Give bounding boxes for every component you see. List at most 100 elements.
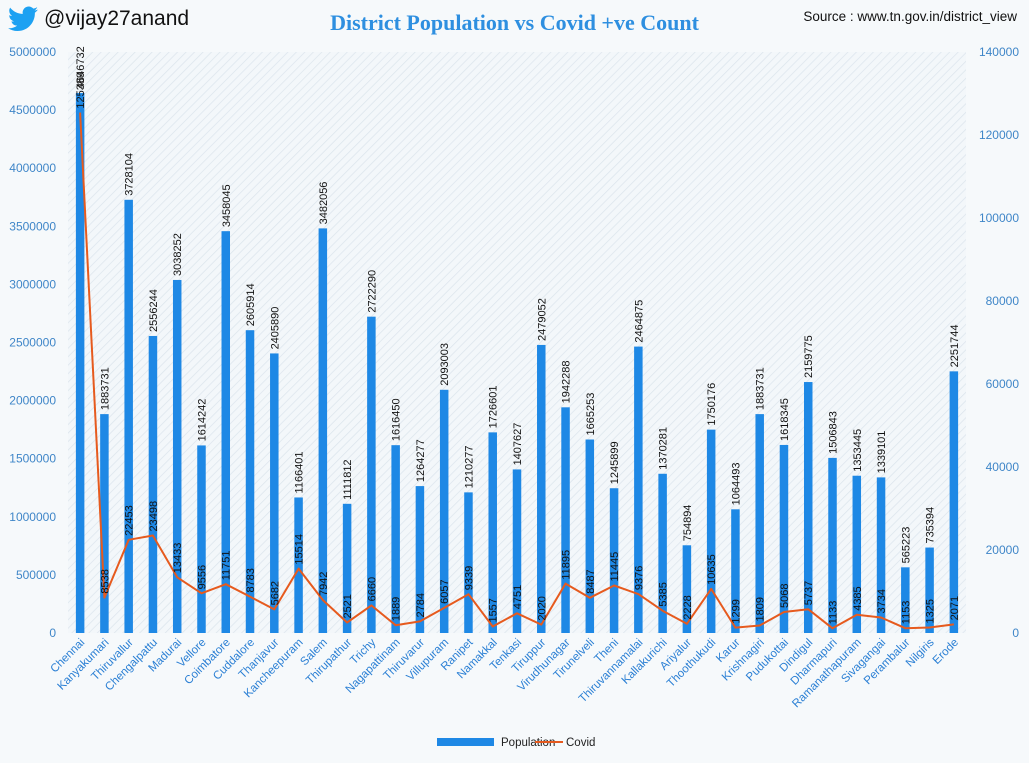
population-bar [731, 509, 740, 633]
population-value-label: 1614242 [196, 399, 208, 442]
x-tick-label: Erode [931, 637, 961, 667]
population-value-label: 3038252 [172, 233, 184, 276]
population-bar [294, 497, 303, 633]
population-value-label: 1111812 [342, 459, 354, 499]
population-bar [221, 231, 231, 633]
covid-value-label: 8487 [585, 569, 597, 593]
population-value-label: 2479052 [536, 298, 548, 341]
population-value-label: 1064493 [730, 462, 742, 505]
legend-population-label: Population [501, 737, 555, 749]
population-value-label: 735394 [925, 507, 937, 544]
population-bar [561, 407, 570, 633]
left-tick-label: 3500000 [9, 219, 56, 233]
covid-value-label: 1809 [755, 597, 767, 621]
source-note: Source : www.tn.gov.in/district_view [803, 9, 1017, 24]
population-bar [658, 473, 667, 633]
chart-title: District Population vs Covid +ve Count [330, 10, 699, 35]
covid-value-label: 11751 [221, 550, 233, 580]
population-value-label: 2405890 [269, 307, 281, 350]
legend-covid-label: Covid [566, 737, 595, 749]
handle-text: @vijay27anand [44, 7, 190, 30]
population-value-label: 1210277 [463, 446, 475, 489]
population-bar [682, 545, 692, 633]
right-tick-label: 40000 [986, 460, 1020, 474]
legend-population-swatch [437, 738, 494, 746]
covid-value-label: 3734 [876, 589, 888, 613]
population-value-label: 1726601 [488, 386, 500, 429]
population-value-label: 2605914 [245, 283, 257, 326]
population-bar [391, 445, 400, 633]
covid-value-label: 2228 [682, 595, 694, 619]
right-tick-label: 80000 [986, 294, 1020, 308]
population-value-label: 1407627 [512, 423, 524, 466]
population-value-label: 754894 [682, 505, 694, 542]
covid-value-label: 11895 [561, 550, 573, 580]
population-bar [464, 492, 473, 633]
covid-labels: 125389 8538 22453 23498 13433 9556 11751 8783 56… [75, 72, 961, 624]
covid-value-label: 10635 [706, 554, 718, 585]
population-value-label: 565223 [900, 527, 912, 564]
left-tick-label: 1500000 [9, 452, 56, 466]
population-value-label: 2093003 [439, 343, 451, 386]
covid-value-label: 1325 [925, 599, 937, 623]
population-value-label: 1883731 [99, 367, 111, 410]
population-value-label: 2159775 [803, 335, 815, 378]
population-value-label: 1166401 [294, 451, 306, 493]
population-value-label: 1370281 [658, 427, 670, 470]
covid-value-label: 6057 [439, 579, 451, 603]
covid-value-label: 1153 [900, 601, 912, 625]
covid-value-label: 8538 [99, 569, 111, 593]
covid-value-label: 1557 [488, 598, 500, 622]
population-value-label: 2722290 [366, 270, 378, 313]
covid-value-label: 9376 [633, 566, 645, 590]
covid-value-label: 2071 [949, 596, 961, 620]
population-value-label: 1339101 [876, 431, 888, 474]
left-tick-label: 2500000 [9, 336, 56, 350]
covid-value-label: 2521 [342, 594, 354, 618]
population-bars [75, 93, 959, 634]
population-bar [755, 414, 764, 633]
covid-line [79, 112, 955, 630]
right-tick-label: 140000 [979, 45, 1019, 59]
population-bar [828, 457, 837, 633]
right-axis: 0 20000 40000 60000 80000 100000 120000 140000 [979, 45, 1019, 640]
population-value-label: 2556244 [148, 289, 160, 332]
covid-value-label: 125389 [75, 72, 87, 109]
covid-value-label: 9339 [463, 566, 475, 590]
population-value-label: 3458045 [221, 184, 233, 227]
covid-value-label: 11445 [609, 552, 621, 582]
covid-value-label: 6660 [366, 577, 378, 601]
population-value-label: 4646732 [75, 46, 87, 89]
population-bar [925, 547, 934, 633]
covid-value-label: 1133 [828, 601, 840, 625]
population-bar [439, 389, 449, 633]
covid-value-label: 22453 [124, 505, 136, 536]
population-value-label: 3728104 [124, 153, 136, 196]
population-bar [367, 316, 376, 633]
population-bar [172, 279, 182, 633]
population-bar [949, 371, 959, 633]
population-bar [245, 330, 255, 633]
covid-value-label: 2784 [415, 593, 427, 617]
right-tick-label: 20000 [986, 543, 1020, 557]
population-bar [901, 567, 910, 633]
left-tick-label: 0 [49, 626, 56, 640]
left-tick-label: 1000000 [9, 510, 56, 524]
population-value-label: 1264277 [415, 439, 427, 482]
population-bar [609, 488, 619, 633]
covid-value-label: 23498 [148, 501, 160, 532]
population-value-label: 1883731 [755, 367, 767, 410]
covid-value-label: 5682 [269, 581, 281, 605]
population-bar [318, 228, 328, 634]
legend: Population Covid [437, 737, 595, 749]
population-value-label: 1506843 [828, 411, 840, 454]
population-bar [148, 335, 158, 633]
population-bar [75, 93, 85, 633]
population-bar [488, 432, 497, 633]
population-bar [270, 353, 279, 633]
population-bar [852, 475, 862, 633]
population-bar [779, 444, 789, 633]
covid-value-label: 13433 [172, 543, 184, 574]
population-bar [197, 445, 206, 633]
